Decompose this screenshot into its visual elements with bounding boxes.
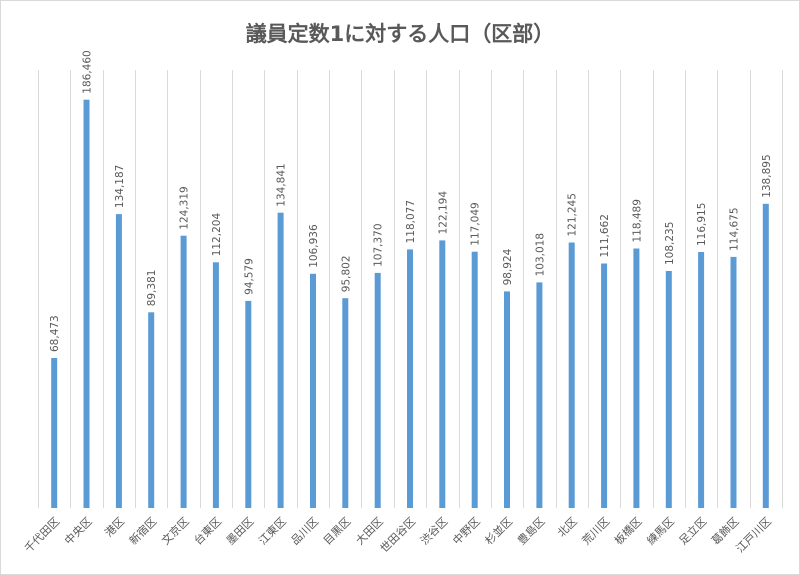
value-label: 108,235 [664,222,676,265]
value-label: 121,245 [567,193,579,236]
category-label: 新宿区 [126,514,159,547]
category-label: 江東区 [256,515,289,548]
bar [212,262,219,508]
category-label: 墨田区 [224,515,257,548]
category-label: 足立区 [676,514,709,547]
bar [633,248,640,508]
bar [665,271,672,508]
value-label: 118,489 [631,199,643,242]
category-label: 千代田区 [22,515,62,555]
gridlines [38,70,783,508]
bar [115,214,122,508]
value-label: 116,915 [696,203,708,246]
category-label: 文京区 [158,514,191,547]
value-label: 134,841 [276,163,288,206]
category-label: 渋谷区 [418,515,451,548]
category-label: 荒川区 [580,515,613,548]
bar [407,249,413,508]
category-label: 世田谷区 [378,515,418,555]
value-label: 94,579 [243,258,255,295]
category-label: 台東区 [191,514,224,547]
category-label: 品川区 [289,515,322,548]
bar [698,252,705,508]
value-label: 103,018 [534,233,546,276]
value-label: 138,895 [761,154,773,197]
value-label: 118,077 [405,200,417,243]
bar [601,263,608,508]
value-label: 107,370 [373,223,385,266]
bar [536,282,543,508]
bar [148,312,155,508]
category-label: 中野区 [450,515,483,548]
value-label: 186,460 [82,50,94,93]
value-label: 95,802 [340,255,352,292]
value-label: 117,049 [470,202,482,245]
value-label: 89,381 [146,270,158,307]
chart-title: 議員定数1に対する人口（区部） [246,22,555,46]
value-label: 124,319 [179,186,191,229]
category-label: 江戸川区 [734,515,774,555]
value-label: 106,936 [308,224,320,268]
value-labels: 68,473 186,460 134,187 89,381 124,319 112,204… [49,50,773,352]
value-label: 134,187 [114,165,126,208]
category-label: 港区 [102,515,127,540]
category-label: 豊島区 [514,514,547,547]
bar [342,298,349,508]
category-label: 板橋区 [611,514,644,547]
bar [245,300,252,508]
bar [374,272,381,508]
bar [439,240,446,508]
bar [762,203,769,509]
value-label: 98,924 [502,248,514,285]
bar [568,242,575,508]
bar [730,256,737,508]
bar [83,99,90,508]
bar [180,235,187,508]
category-label: 北区 [555,515,580,540]
category-label: 杉並区 [482,514,515,547]
value-label: 68,473 [49,315,61,352]
bar [504,291,510,508]
category-label: 練馬区 [644,514,677,547]
bar [277,212,284,508]
value-label: 111,662 [599,214,611,257]
category-label: 中央区 [62,515,95,548]
value-label: 112,204 [211,213,223,257]
value-label: 114,675 [729,207,741,250]
bar [310,273,316,508]
value-label: 122,194 [437,191,449,235]
bar [51,358,58,508]
category-label: 目黒区 [321,515,354,548]
bars [51,99,769,509]
bar [471,251,478,508]
